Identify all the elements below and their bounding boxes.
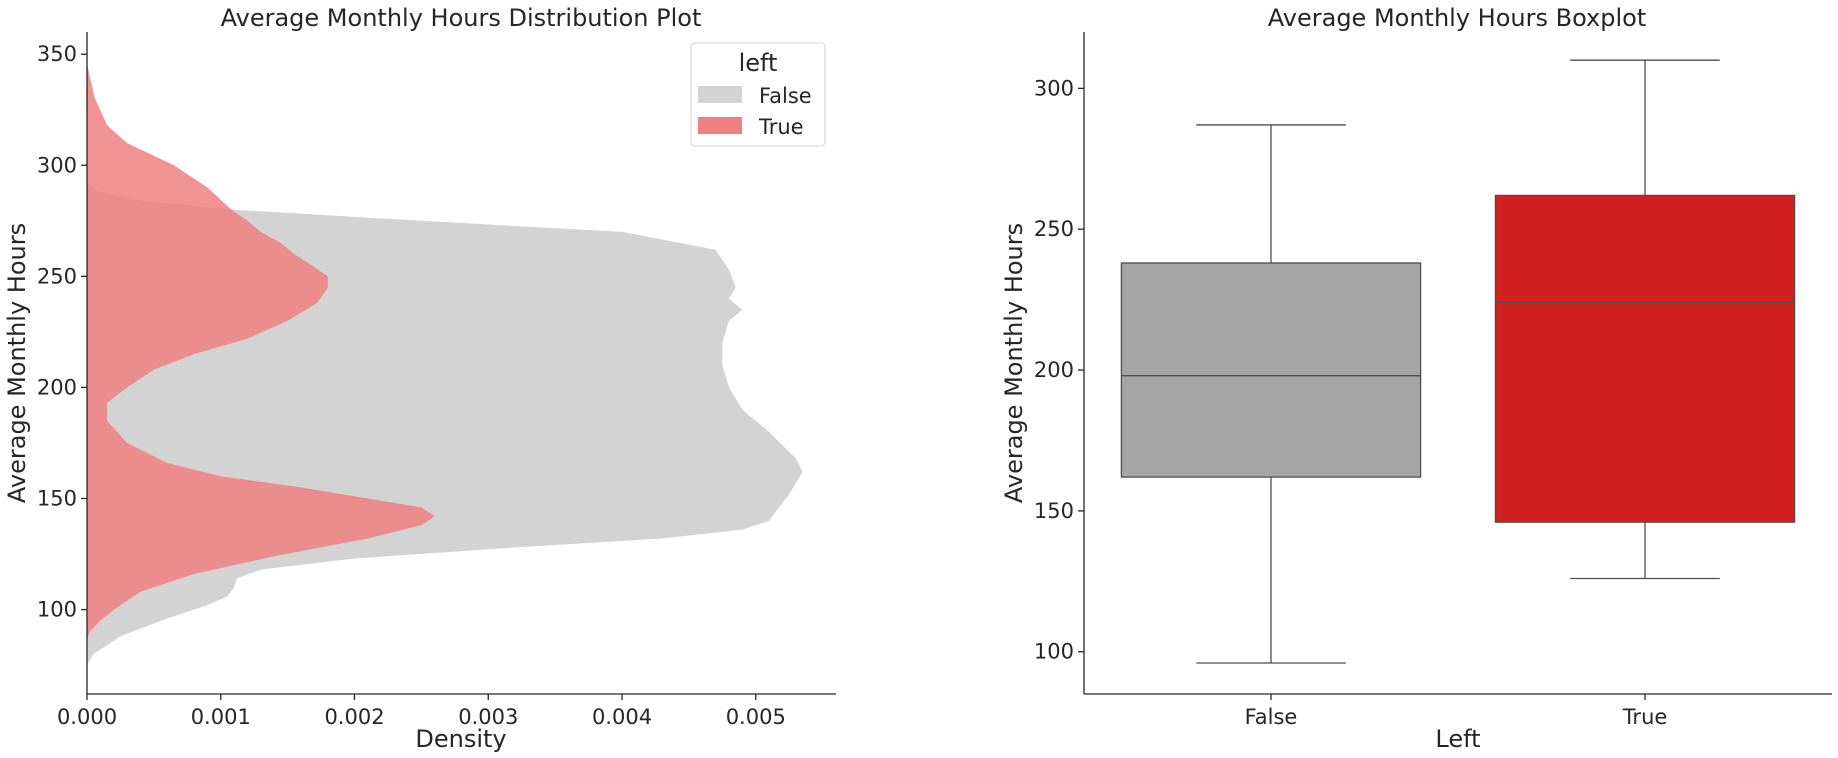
y-tick-label: 350 (37, 42, 77, 66)
density-area-true (87, 63, 435, 641)
x-tick-label: 0.001 (191, 705, 251, 729)
box-false (1120, 124, 1422, 664)
legend-label-false: False (759, 84, 812, 108)
distribution-y-ticks: 100 150 200 250 300 350 (37, 42, 87, 622)
y-tick-label: 300 (1034, 76, 1074, 100)
x-tick-label: True (1622, 705, 1668, 729)
distribution-plot: Average Monthly Hours Distribution Plot … (3, 4, 836, 753)
distribution-y-axis-label: Average Monthly Hours (3, 223, 31, 503)
boxplot-y-ticks: 100 150 200 250 300 (1034, 76, 1084, 664)
legend-title: left (739, 49, 778, 77)
legend-label-true: True (758, 115, 804, 139)
distribution-plot-title: Average Monthly Hours Distribution Plot (221, 4, 702, 32)
x-tick-label: 0.000 (57, 705, 117, 729)
distribution-x-ticks: 0.000 0.001 0.002 0.003 0.004 0.005 (57, 694, 786, 729)
boxplot: Average Monthly Hours Boxplot False True … (1000, 4, 1832, 753)
y-tick-label: 100 (1034, 640, 1074, 664)
boxplot-x-ticks: False True (1245, 694, 1668, 729)
x-tick-label: 0.004 (592, 705, 652, 729)
distribution-x-axis-label: Density (415, 725, 506, 753)
box-body (1494, 194, 1796, 523)
y-tick-label: 300 (37, 153, 77, 177)
y-tick-label: 200 (37, 375, 77, 399)
legend-swatch-true (698, 117, 742, 134)
boxplot-x-axis-label: Left (1435, 725, 1480, 753)
y-tick-label: 250 (1034, 217, 1074, 241)
box-body (1120, 262, 1422, 478)
x-tick-label: 0.002 (324, 705, 384, 729)
y-tick-label: 150 (37, 487, 77, 511)
y-tick-label: 250 (37, 264, 77, 288)
y-tick-label: 100 (37, 598, 77, 622)
y-tick-label: 150 (1034, 499, 1074, 523)
boxplot-y-axis-label: Average Monthly Hours (1000, 223, 1028, 503)
boxplot-title: Average Monthly Hours Boxplot (1268, 4, 1646, 32)
box-true (1494, 59, 1796, 580)
x-tick-label: 0.003 (458, 705, 518, 729)
density-areas (87, 63, 803, 666)
y-tick-label: 200 (1034, 358, 1074, 382)
x-tick-label: 0.005 (726, 705, 786, 729)
legend: left False True (690, 42, 826, 147)
legend-swatch-false (698, 86, 742, 103)
boxes (1120, 59, 1796, 664)
x-tick-label: False (1245, 705, 1298, 729)
